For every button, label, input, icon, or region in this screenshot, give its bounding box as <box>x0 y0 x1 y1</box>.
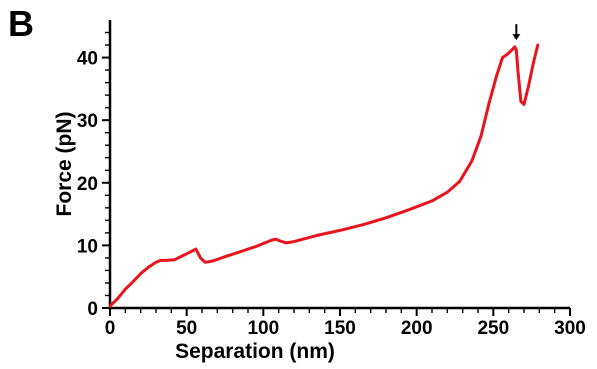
y-tick-label: 20 <box>77 174 98 195</box>
x-tick-label: 250 <box>477 318 509 339</box>
x-tick-label: 50 <box>176 318 197 339</box>
x-tick-label: 0 <box>105 318 116 339</box>
y-tick-label: 40 <box>77 49 98 70</box>
x-tick-label: 100 <box>247 318 279 339</box>
y-ticks: 0 10 20 30 40 <box>77 31 110 320</box>
plot-area: 0 10 20 30 40 0 50 100 150 200 250 300 <box>77 20 586 339</box>
y-axis-title: Force (pN) <box>53 112 76 217</box>
y-tick-label: 10 <box>77 236 98 257</box>
panel-label: B <box>8 3 34 44</box>
x-tick-label: 200 <box>401 318 433 339</box>
x-tick-label: 300 <box>554 318 586 339</box>
annotations <box>512 24 521 41</box>
y-tick-label: 0 <box>87 299 98 320</box>
force-curve <box>108 43 540 308</box>
y-tick-label: 30 <box>77 111 98 132</box>
x-tick-label: 150 <box>324 318 356 339</box>
x-axis-title: Separation (nm) <box>175 340 335 363</box>
x-ticks: 0 50 100 150 200 250 300 <box>105 308 586 339</box>
arrow-down-icon <box>512 34 521 41</box>
